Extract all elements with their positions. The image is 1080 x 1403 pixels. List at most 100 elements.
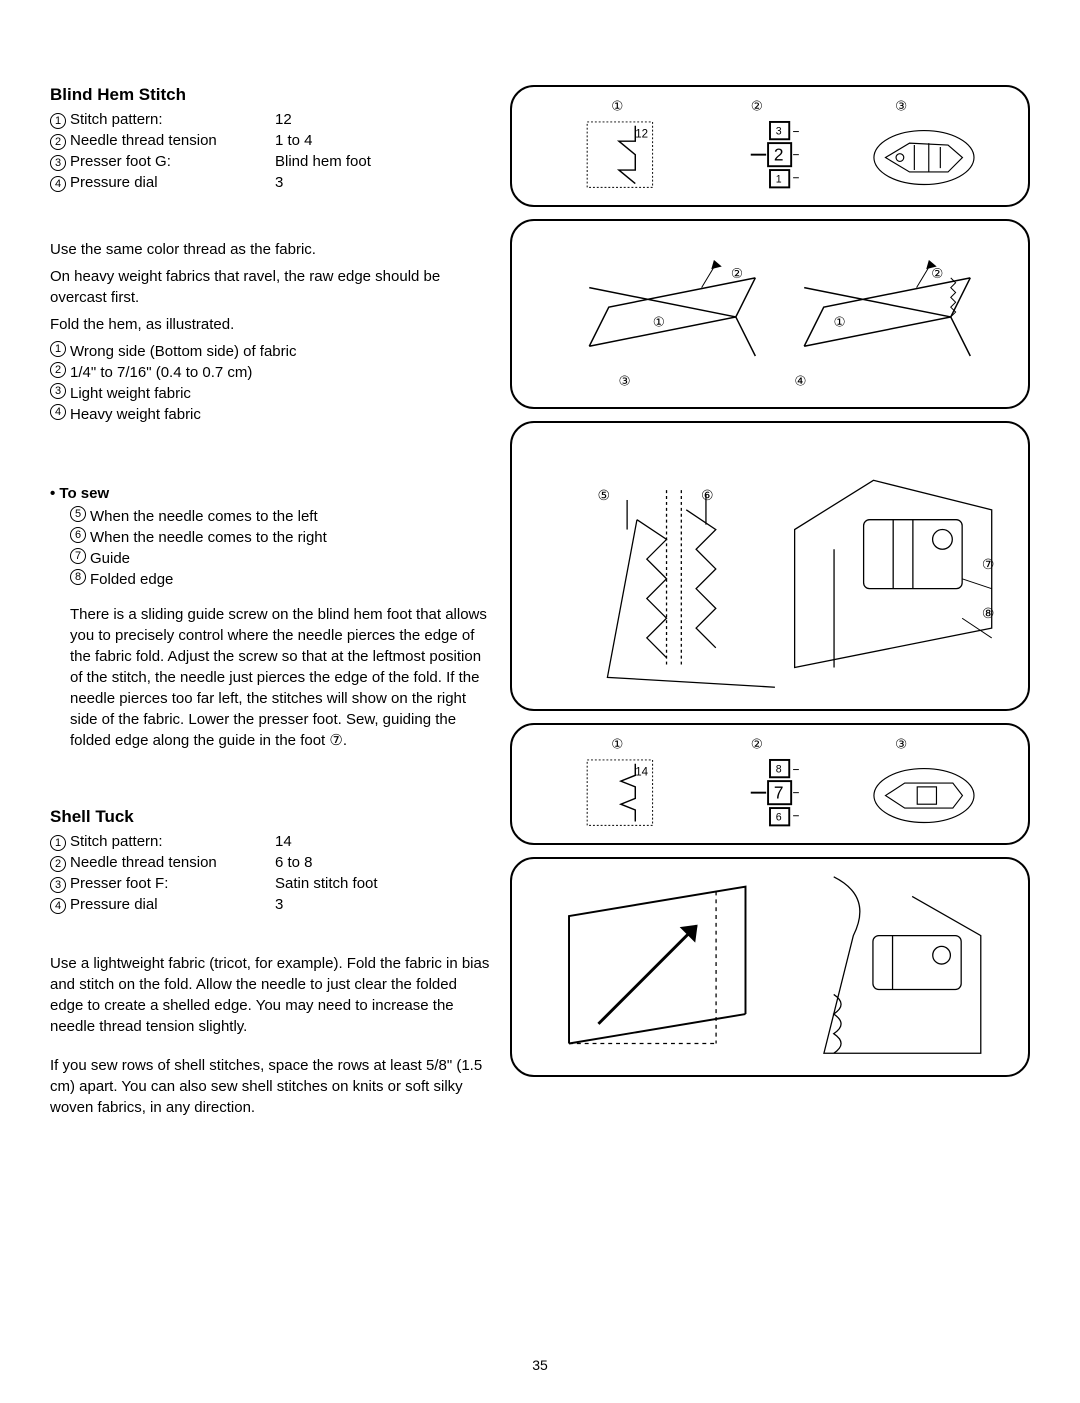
diagram-panel-2: ① ② ③ ① ② ④ — [510, 219, 1030, 409]
list-text: 1/4" to 7/16" (0.4 to 0.7 cm) — [70, 362, 252, 383]
circled-number-icon: 2 — [50, 362, 66, 378]
circled-number-icon: 4 — [50, 176, 66, 192]
diagram-panel-1: ① ② ③ 12 3 2 1 — [510, 85, 1030, 207]
list-text: Wrong side (Bottom side) of fabric — [70, 341, 296, 362]
dial-num: 2 — [774, 144, 784, 164]
shell-tuck-settings: 1Stitch pattern: 14 2Needle thread tensi… — [50, 831, 490, 915]
circled-number-icon: 4 — [50, 404, 66, 420]
callout-3: ③ — [895, 98, 907, 113]
callout-3: ③ — [619, 373, 631, 388]
diagram-4-svg: ① ② ③ 14 8 7 6 — [526, 733, 1014, 835]
circled-number-icon: 2 — [50, 856, 66, 872]
callout-2: ② — [751, 736, 763, 751]
dial-num: 3 — [776, 125, 782, 137]
circled-number-icon: 1 — [50, 835, 66, 851]
setting-row: 3Presser foot G: Blind hem foot — [50, 151, 490, 172]
setting-label: Needle thread tension — [70, 130, 217, 151]
intro-line: On heavy weight fabrics that ravel, the … — [50, 266, 490, 308]
setting-row: 1Stitch pattern: 14 — [50, 831, 490, 852]
circled-number-icon: 2 — [50, 134, 66, 150]
fold-list-item: 3Light weight fabric — [50, 383, 490, 404]
page-number: 35 — [0, 1357, 1080, 1373]
dial-num: 8 — [776, 763, 782, 775]
setting-row: 3Presser foot F: Satin stitch foot — [50, 873, 490, 894]
callout-1: ① — [611, 736, 623, 751]
circled-number-icon: 8 — [70, 569, 86, 585]
fold-list-item: 4Heavy weight fabric — [50, 404, 490, 425]
setting-row: 1Stitch pattern: 12 — [50, 109, 490, 130]
setting-row: 4Pressure dial 3 — [50, 894, 490, 915]
callout-7: ⑦ — [982, 557, 994, 572]
setting-value: 14 — [275, 831, 490, 852]
setting-label: Presser foot F: — [70, 873, 168, 894]
circled-number-icon: 1 — [50, 113, 66, 129]
to-sew-list: 5When the needle comes to the left 6When… — [50, 506, 490, 590]
intro-line: Fold the hem, as illustrated. — [50, 314, 490, 335]
list-text: Guide — [90, 548, 130, 569]
setting-label: Stitch pattern: — [70, 831, 163, 852]
circled-number-icon: 3 — [50, 155, 66, 171]
circled-number-icon: 3 — [50, 877, 66, 893]
callout-2: ② — [751, 98, 763, 113]
dial-num: 6 — [776, 812, 782, 824]
callout-2b: ② — [931, 266, 943, 281]
diagram-1-svg: ① ② ③ 12 3 2 1 — [526, 95, 1014, 197]
circled-number-icon: 3 — [50, 383, 66, 399]
to-sew-item: 8Folded edge — [70, 569, 490, 590]
setting-label: Needle thread tension — [70, 852, 217, 873]
setting-label: Presser foot G: — [70, 151, 171, 172]
callout-4: ④ — [794, 373, 806, 388]
shell-tuck-para2: If you sew rows of shell stitches, space… — [50, 1055, 490, 1118]
list-text: When the needle comes to the right — [90, 527, 327, 548]
list-text: Light weight fabric — [70, 383, 191, 404]
setting-row: 2Needle thread tension 1 to 4 — [50, 130, 490, 151]
callout-8: ⑧ — [982, 606, 994, 621]
intro-line: Use the same color thread as the fabric. — [50, 239, 490, 260]
fold-list-item: 21/4" to 7/16" (0.4 to 0.7 cm) — [50, 362, 490, 383]
list-text: When the needle comes to the left — [90, 506, 318, 527]
setting-value: Satin stitch foot — [275, 873, 490, 894]
list-text: Folded edge — [90, 569, 173, 590]
circled-number-icon: 5 — [70, 506, 86, 522]
setting-value: 6 to 8 — [275, 852, 490, 873]
stitch-number: 14 — [635, 766, 648, 778]
shell-tuck-title: Shell Tuck — [50, 807, 490, 827]
setting-label: Pressure dial — [70, 172, 158, 193]
to-sew-paragraph: There is a sliding guide screw on the bl… — [50, 604, 490, 751]
setting-row: 4Pressure dial 3 — [50, 172, 490, 193]
to-sew-item: 5When the needle comes to the left — [70, 506, 490, 527]
to-sew-item: 6When the needle comes to the right — [70, 527, 490, 548]
setting-value: 12 — [275, 109, 490, 130]
setting-row: 2Needle thread tension 6 to 8 — [50, 852, 490, 873]
diagram-panel-3: ⑤ ⑥ ⑦ ⑧ — [510, 421, 1030, 711]
circled-number-icon: 7 — [70, 548, 86, 564]
blind-hem-title: Blind Hem Stitch — [50, 85, 490, 105]
setting-label: Stitch pattern: — [70, 109, 163, 130]
diagram-panel-5 — [510, 857, 1030, 1077]
page-content: Blind Hem Stitch 1Stitch pattern: 12 2Ne… — [50, 85, 1030, 1124]
circled-number-icon: 1 — [50, 341, 66, 357]
circled-number-icon: 4 — [50, 898, 66, 914]
left-column: Blind Hem Stitch 1Stitch pattern: 12 2Ne… — [50, 85, 490, 1124]
diagram-2-svg: ① ② ③ ① ② ④ — [526, 229, 1014, 399]
shell-tuck-para1: Use a lightweight fabric (tricot, for ex… — [50, 953, 490, 1037]
callout-5: ⑤ — [598, 488, 610, 503]
setting-label: Pressure dial — [70, 894, 158, 915]
blind-hem-settings: 1Stitch pattern: 12 2Needle thread tensi… — [50, 109, 490, 193]
to-sew-heading: • To sew — [50, 485, 490, 502]
callout-3: ③ — [895, 736, 907, 751]
circled-number-icon: 6 — [70, 527, 86, 543]
dial-num: 7 — [774, 782, 784, 802]
stitch-number: 12 — [635, 128, 648, 140]
callout-1b: ① — [834, 315, 846, 330]
to-sew-item: 7Guide — [70, 548, 490, 569]
fold-list-item: 1Wrong side (Bottom side) of fabric — [50, 341, 490, 362]
setting-value: Blind hem foot — [275, 151, 490, 172]
diagram-panel-4: ① ② ③ 14 8 7 6 — [510, 723, 1030, 845]
callout-6: ⑥ — [701, 488, 713, 503]
callout-1: ① — [653, 315, 665, 330]
diagram-3-svg: ⑤ ⑥ ⑦ ⑧ — [526, 431, 1014, 701]
setting-value: 3 — [275, 172, 490, 193]
dial-num: 1 — [776, 174, 782, 186]
callout-1: ① — [611, 98, 623, 113]
